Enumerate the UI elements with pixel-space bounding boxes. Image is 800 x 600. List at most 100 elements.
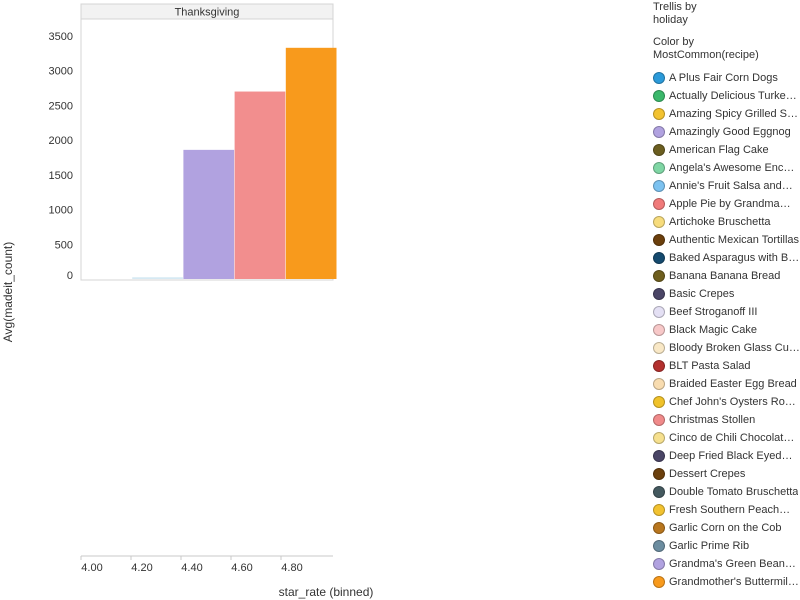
legend-swatch-icon: [653, 162, 665, 174]
y-tick-label: 1000: [49, 205, 73, 217]
legend-item[interactable]: Garlic Corn on the Cob: [653, 519, 800, 537]
bars-group: [132, 47, 337, 280]
y-tick-label: 3500: [49, 31, 73, 43]
legend-swatch-icon: [653, 90, 665, 102]
legend-item[interactable]: A Plus Fair Corn Dogs: [653, 69, 800, 87]
legend-item[interactable]: Black Magic Cake: [653, 321, 800, 339]
x-tick-label: 4.20: [131, 562, 152, 574]
legend-swatch-icon: [653, 108, 665, 120]
legend-item-label: Black Magic Cake: [669, 324, 758, 336]
legend-item-label: Grandmother's Buttermil…: [669, 576, 799, 588]
legend-item[interactable]: Beef Stroganoff III: [653, 303, 800, 321]
legend-item-label: Bloody Broken Glass Cu…: [669, 342, 800, 354]
legend-item-label: Dessert Crepes: [669, 468, 746, 480]
y-tick-label: 3000: [49, 66, 73, 78]
legend-item-label: Double Tomato Bruschetta: [669, 486, 799, 498]
legend-item[interactable]: Apple Pie by Grandma…: [653, 195, 800, 213]
y-axis: 0 500 1000 1500 2000 2500 3000 3500: [49, 31, 73, 282]
legend-trellis-title: Trellis by: [653, 1, 697, 13]
legend-item[interactable]: Banana Banana Bread: [653, 267, 800, 285]
legend-item[interactable]: Garlic Prime Rib: [653, 537, 800, 555]
legend-item[interactable]: BLT Pasta Salad: [653, 357, 800, 375]
bar-chart: Thanksgiving 0 500 1000 1500 2000 2500 3000 350…: [1, 3, 374, 599]
legend-item[interactable]: Grandmother's Buttermil…: [653, 573, 800, 591]
bar-4-60[interactable]: [234, 91, 286, 280]
x-tick-label: 4.00: [81, 562, 102, 574]
bar-4-20[interactable]: [132, 277, 183, 279]
x-axis: 4.00 4.20 4.40 4.60 4.80: [80, 556, 303, 574]
legend-swatch-icon: [653, 558, 665, 570]
legend-item[interactable]: Baked Asparagus with B…: [653, 249, 800, 267]
legend-swatch-icon: [653, 576, 665, 588]
x-axis-title: star_rate (binned): [279, 585, 374, 599]
legend-item-label: Authentic Mexican Tortillas: [669, 234, 800, 246]
bar-4-40[interactable]: [183, 149, 235, 279]
legend-item[interactable]: American Flag Cake: [653, 141, 800, 159]
legend-item-label: Amazing Spicy Grilled S…: [669, 108, 798, 120]
legend-swatch-icon: [653, 180, 665, 192]
legend-item-label: Angela's Awesome Enc…: [669, 162, 795, 174]
legend-color-title: Color by: [653, 36, 694, 48]
legend-item[interactable]: Annie's Fruit Salsa and…: [653, 177, 800, 195]
legend-item-label: Annie's Fruit Salsa and…: [669, 180, 793, 192]
legend-swatch-icon: [653, 450, 665, 462]
legend-item-label: American Flag Cake: [669, 144, 769, 156]
y-tick-label: 2000: [49, 135, 73, 147]
legend-item-label: Fresh Southern Peach…: [669, 504, 791, 516]
legend-item[interactable]: Angela's Awesome Enc…: [653, 159, 800, 177]
legend-item[interactable]: Double Tomato Bruschetta: [653, 483, 800, 501]
legend-swatch-icon: [653, 504, 665, 516]
legend-swatch-icon: [653, 396, 665, 408]
legend-swatch-icon: [653, 234, 665, 246]
bar-4-80[interactable]: [285, 47, 337, 279]
legend-item[interactable]: Dessert Crepes: [653, 465, 800, 483]
legend-item[interactable]: Christmas Stollen: [653, 411, 800, 429]
legend-item[interactable]: Braided Easter Egg Bread: [653, 375, 800, 393]
x-tick-label: 4.60: [231, 562, 252, 574]
legend-item[interactable]: Artichoke Bruschetta: [653, 213, 800, 231]
legend-swatch-icon: [653, 198, 665, 210]
legend-item-label: BLT Pasta Salad: [669, 360, 751, 372]
legend-item[interactable]: Amazingly Good Eggnog: [653, 123, 800, 141]
legend-item[interactable]: Authentic Mexican Tortillas: [653, 231, 800, 249]
legend-item-label: Grandma's Green Bean…: [669, 558, 796, 570]
legend-swatch-icon: [653, 216, 665, 228]
legend-item-label: Artichoke Bruschetta: [669, 216, 771, 228]
legend-item[interactable]: Actually Delicious Turke…: [653, 87, 800, 105]
legend-item[interactable]: Cinco de Chili Chocolat…: [653, 429, 800, 447]
legend-item-label: Garlic Corn on the Cob: [669, 522, 782, 534]
legend-swatch-icon: [653, 360, 665, 372]
legend-swatch-icon: [653, 432, 665, 444]
legend-swatch-icon: [653, 72, 665, 84]
legend-swatch-icon: [653, 540, 665, 552]
legend-item[interactable]: Grandma's Green Bean…: [653, 555, 800, 573]
legend-item-label: Beef Stroganoff III: [669, 306, 758, 318]
legend-item-label: Banana Banana Bread: [669, 270, 781, 282]
legend-item[interactable]: Bloody Broken Glass Cu…: [653, 339, 800, 357]
legend-swatch-icon: [653, 522, 665, 534]
x-tick-label: 4.80: [281, 562, 302, 574]
legend-swatch-icon: [653, 414, 665, 426]
legend-item[interactable]: Basic Crepes: [653, 285, 800, 303]
legend-item-label: Braided Easter Egg Bread: [669, 378, 797, 390]
legend-item-label: A Plus Fair Corn Dogs: [669, 72, 778, 84]
legend-item[interactable]: Chef John's Oysters Ro…: [653, 393, 800, 411]
y-tick-label: 0: [67, 270, 73, 282]
x-tick-label: 4.40: [181, 562, 202, 574]
legend-item-label: Basic Crepes: [669, 288, 735, 300]
legend-item[interactable]: Deep Fried Black Eyed…: [653, 447, 800, 465]
legend-swatch-icon: [653, 324, 665, 336]
legend-swatch-icon: [653, 252, 665, 264]
legend-item-label: Cinco de Chili Chocolat…: [669, 432, 795, 444]
legend-item[interactable]: Amazing Spicy Grilled S…: [653, 105, 800, 123]
legend-color-field: MostCommon(recipe): [653, 49, 759, 61]
panel-title: Thanksgiving: [175, 7, 240, 19]
y-axis-title: Avg(madeit_count): [1, 242, 15, 343]
y-tick-label: 500: [55, 239, 73, 251]
legend-swatch-icon: [653, 126, 665, 138]
legend-swatch-icon: [653, 486, 665, 498]
legend-trellis-field: holiday: [653, 14, 688, 26]
legend-item-label: Chef John's Oysters Ro…: [669, 396, 796, 408]
legend-item-label: Apple Pie by Grandma…: [669, 198, 791, 210]
legend-item[interactable]: Fresh Southern Peach…: [653, 501, 800, 519]
